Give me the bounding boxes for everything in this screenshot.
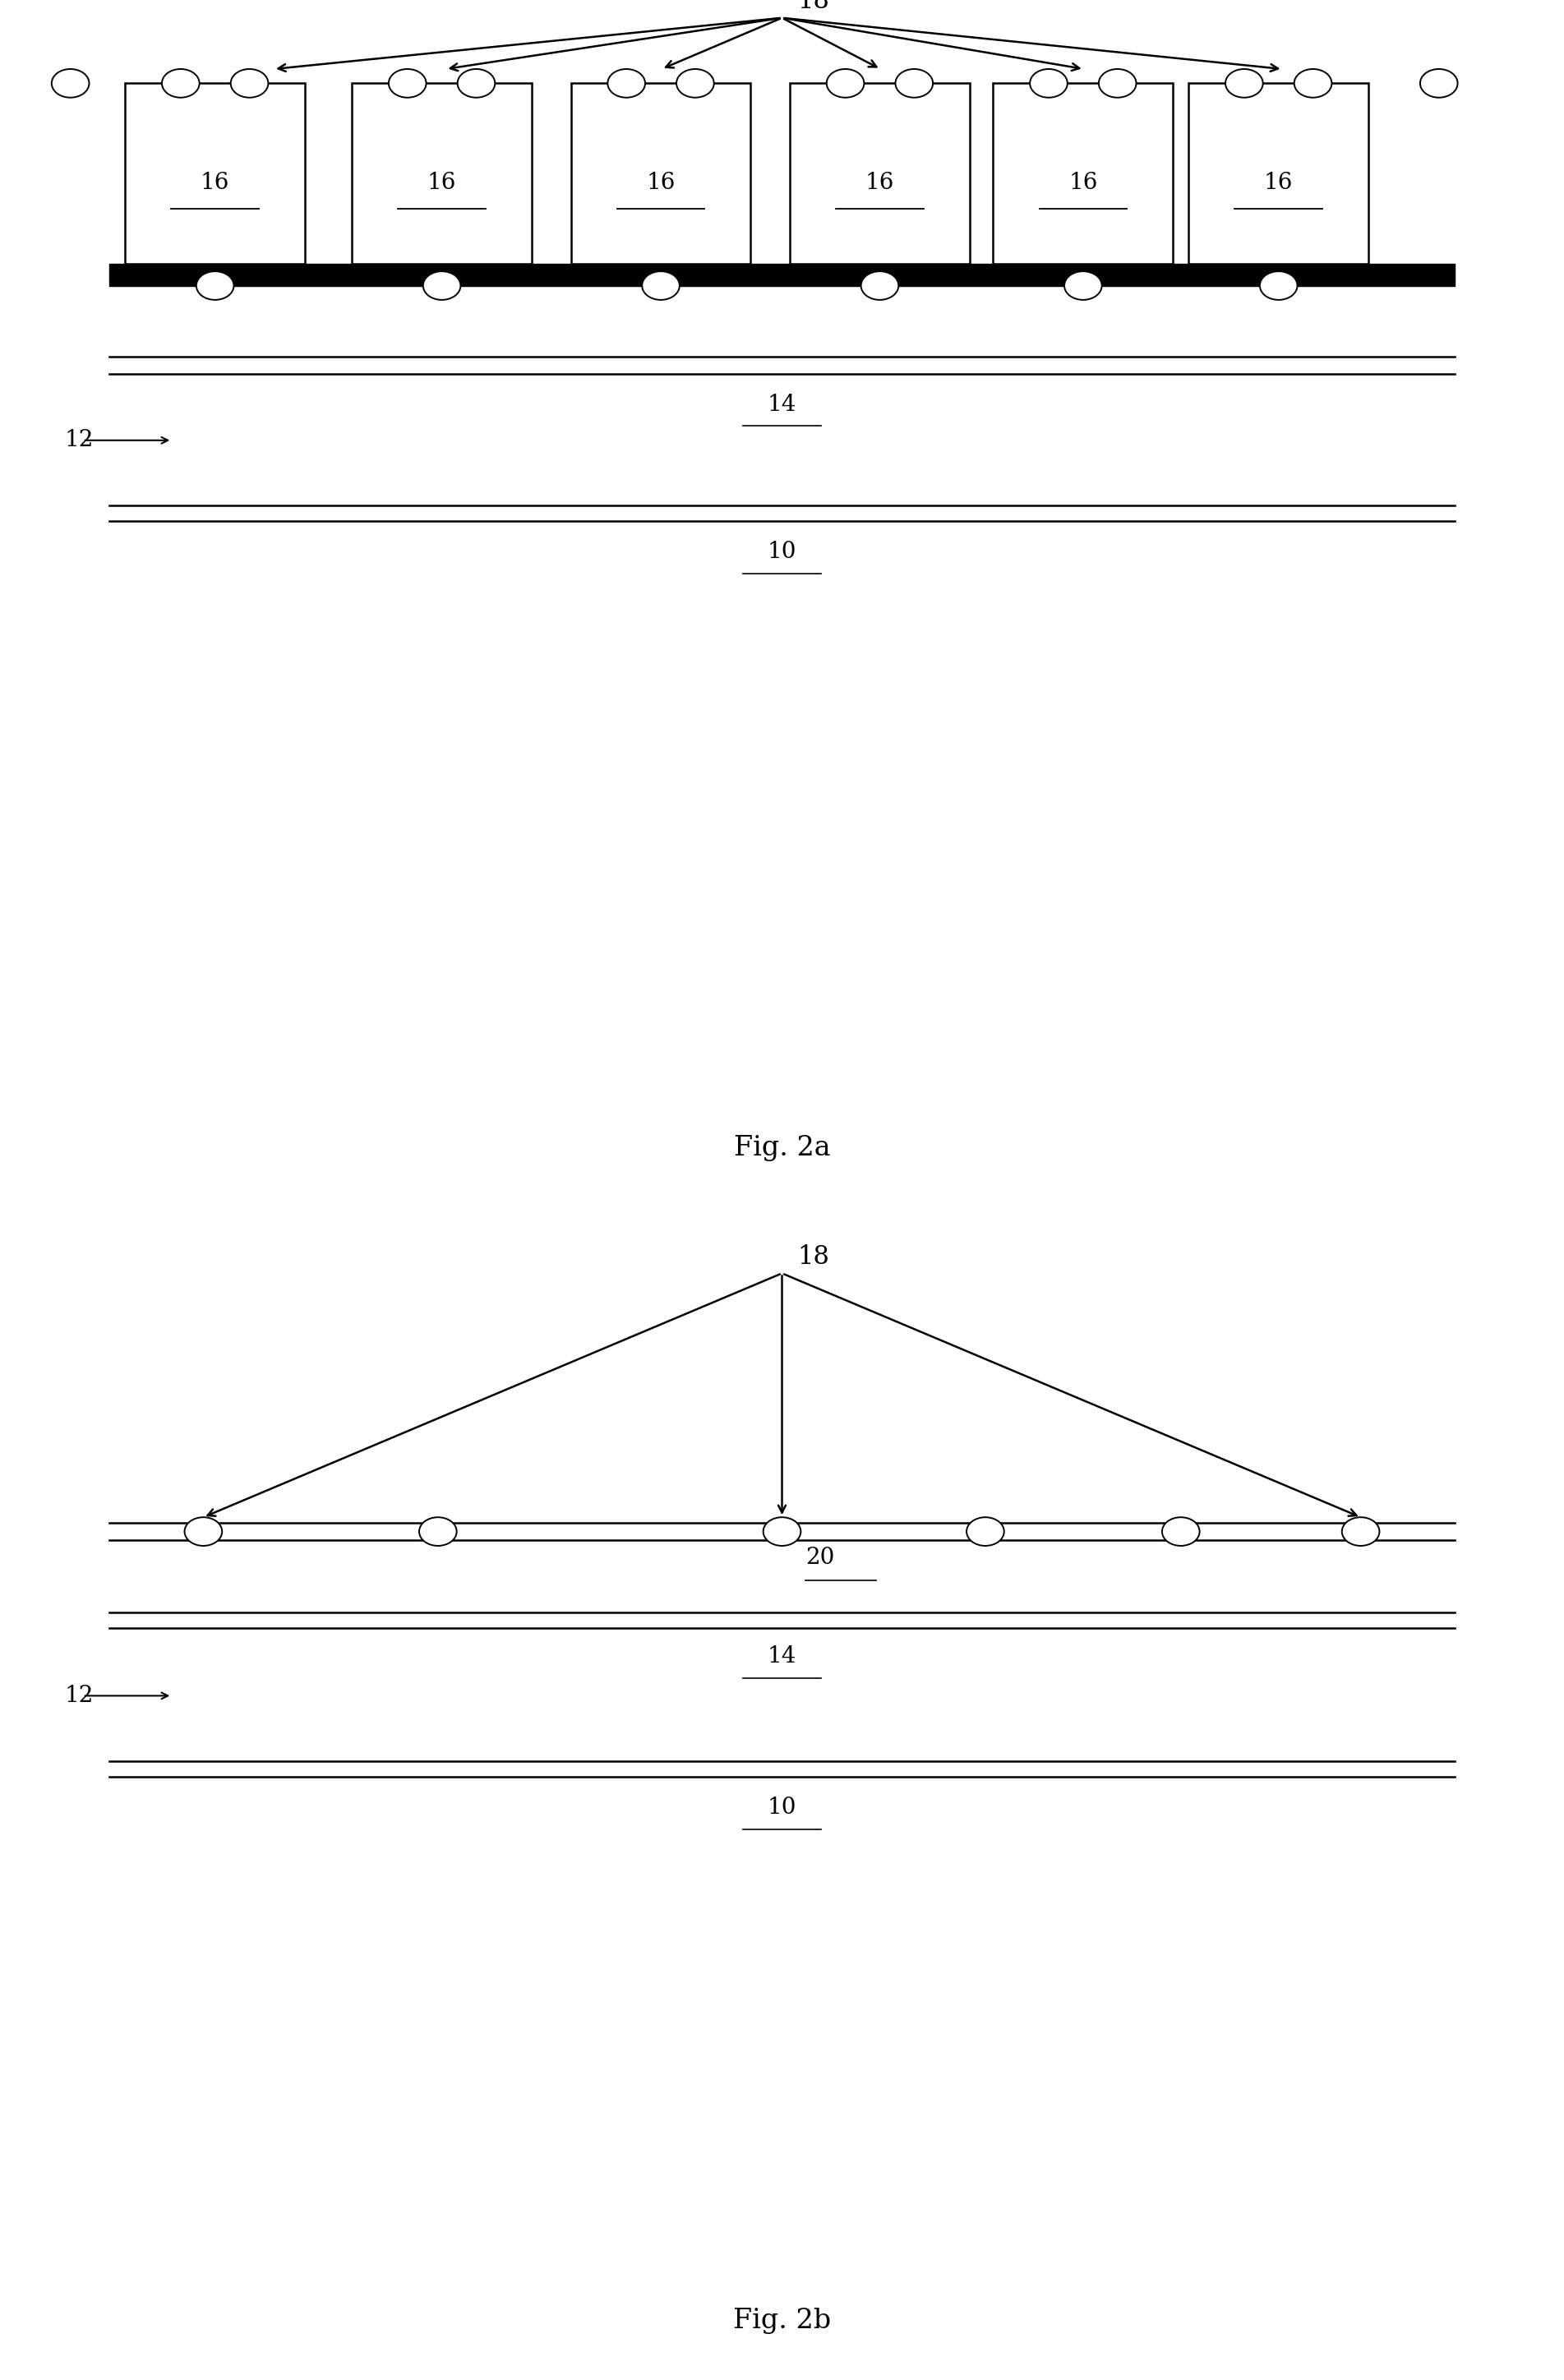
Text: 18: 18	[798, 1245, 829, 1271]
Circle shape	[763, 1518, 801, 1547]
Circle shape	[419, 1518, 457, 1547]
Circle shape	[1225, 69, 1262, 98]
Circle shape	[1261, 271, 1298, 300]
Circle shape	[607, 69, 644, 98]
Circle shape	[458, 69, 496, 98]
Text: Fig. 2b: Fig. 2b	[734, 2306, 830, 2335]
Circle shape	[1064, 271, 1101, 300]
Circle shape	[185, 1518, 222, 1547]
Text: 14: 14	[768, 1645, 796, 1668]
Text: 10: 10	[768, 1797, 796, 1818]
Text: 16: 16	[646, 171, 676, 193]
Circle shape	[388, 69, 425, 98]
Bar	[790, 83, 970, 264]
Text: Fig. 2a: Fig. 2a	[734, 1135, 830, 1161]
Text: 14: 14	[768, 393, 796, 416]
Circle shape	[641, 271, 679, 300]
Circle shape	[895, 69, 932, 98]
Circle shape	[231, 69, 269, 98]
Bar	[571, 83, 751, 264]
Text: 16: 16	[865, 171, 895, 193]
Text: 12: 12	[64, 428, 94, 452]
Text: 10: 10	[768, 540, 796, 564]
Circle shape	[422, 271, 461, 300]
Circle shape	[1162, 1518, 1200, 1547]
Circle shape	[163, 69, 200, 98]
Text: 20: 20	[805, 1547, 835, 1568]
Text: 16: 16	[1264, 171, 1293, 193]
Circle shape	[1342, 1518, 1379, 1547]
Circle shape	[1029, 69, 1067, 98]
Circle shape	[860, 271, 898, 300]
Bar	[352, 83, 532, 264]
Bar	[1189, 83, 1368, 264]
Bar	[993, 83, 1173, 264]
Circle shape	[52, 69, 89, 98]
Circle shape	[967, 1518, 1004, 1547]
Text: 16: 16	[200, 171, 230, 193]
Circle shape	[676, 69, 713, 98]
Text: 12: 12	[64, 1685, 94, 1706]
Circle shape	[826, 69, 863, 98]
Bar	[125, 83, 305, 264]
Text: 16: 16	[427, 171, 457, 193]
Circle shape	[197, 271, 235, 300]
Circle shape	[1295, 69, 1333, 98]
Text: 18: 18	[798, 0, 829, 14]
Text: 16: 16	[1068, 171, 1098, 193]
Circle shape	[1420, 69, 1458, 98]
Circle shape	[1098, 69, 1135, 98]
